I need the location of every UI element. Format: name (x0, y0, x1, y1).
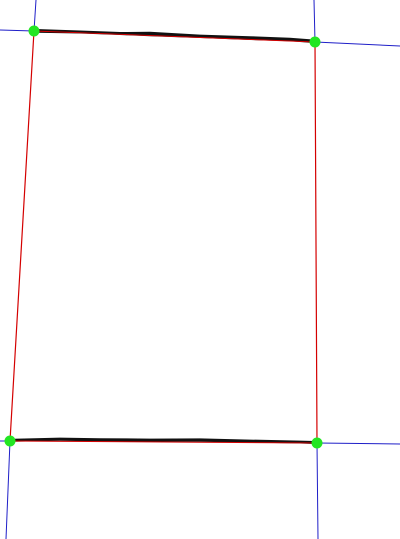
fit-edge-right (314, 41, 318, 444)
guide-line-right-top-ext (313, 0, 316, 43)
guide-line-bottom-right-ext (316, 442, 400, 445)
corner-point-top-right (309, 36, 321, 48)
corner-points (4, 25, 323, 449)
guide-line-right-bottom-ext (316, 442, 319, 539)
guide-line-top-right-ext (314, 41, 400, 47)
fitted-quadrilateral (9, 30, 318, 444)
corner-point-bottom-left (4, 435, 16, 447)
fit-edge-bottom (9, 440, 318, 444)
guide-line-left-bottom-ext (5, 440, 11, 539)
fit-edge-left (9, 30, 35, 442)
guide-line-top-left-ext (0, 29, 35, 32)
corner-point-bottom-right (311, 437, 323, 449)
fit-edge-top (33, 30, 316, 43)
corner-point-top-left (28, 25, 40, 37)
